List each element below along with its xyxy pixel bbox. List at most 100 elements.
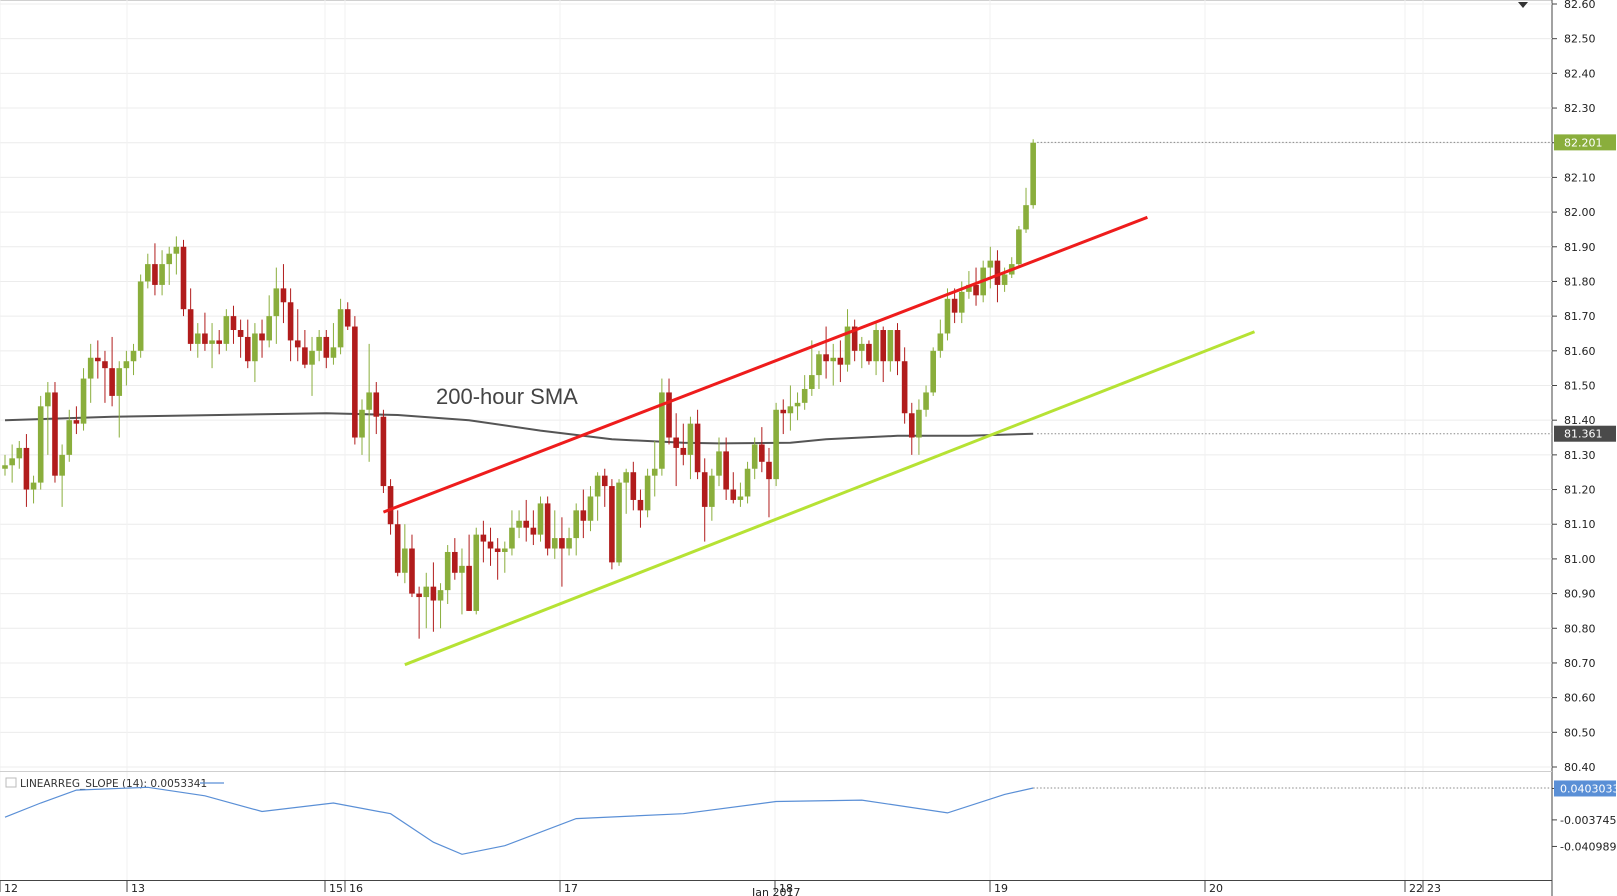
price-tick-label: 82.60 (1564, 0, 1596, 11)
candle-body (894, 330, 901, 362)
candle-body (773, 409, 779, 480)
price-tick-label: 81.80 (1564, 275, 1596, 288)
candle-body (537, 503, 544, 535)
price-tick-label: 81.70 (1564, 310, 1596, 323)
price-tick-label: 81.20 (1564, 484, 1596, 497)
candle-body (930, 350, 936, 393)
candle-body (52, 392, 58, 476)
candle-body (823, 354, 829, 362)
candle-body (587, 496, 594, 521)
candle-body (623, 472, 629, 483)
price-tick-label: 82.50 (1564, 33, 1596, 46)
candle-body (66, 420, 73, 455)
candle-body (380, 416, 387, 487)
candle-body (873, 330, 879, 362)
candle-body (209, 340, 215, 344)
price-tick-label: 81.50 (1564, 380, 1596, 393)
candle-body (801, 388, 808, 403)
candle-body (723, 451, 729, 490)
candle-body (359, 409, 365, 438)
candle-body (966, 284, 972, 292)
candle-body (951, 298, 958, 313)
candle-body (316, 336, 322, 351)
candle-body (473, 534, 480, 611)
candle-body (994, 260, 1001, 285)
sma-200-line (4, 412, 1034, 445)
candle-body (609, 486, 615, 563)
candle-body (544, 503, 551, 549)
time-tick-label: 16 (349, 882, 363, 895)
candle-body (937, 333, 944, 351)
month-label: Jan 2017 (751, 886, 800, 896)
candle-body (901, 361, 908, 414)
candle-body (751, 444, 758, 469)
candle-body (9, 458, 15, 466)
chevron-down-icon[interactable] (1518, 2, 1528, 8)
price-tick-label: 82.30 (1564, 102, 1596, 115)
candle-body (737, 496, 744, 500)
candle-body (744, 468, 751, 497)
candle-body (323, 336, 330, 358)
candle-body (30, 482, 37, 490)
candle-body (387, 486, 394, 525)
candle-body (816, 354, 822, 376)
time-tick-label: 15 (329, 882, 343, 895)
candle-body (252, 333, 258, 362)
candle-body (716, 451, 722, 476)
candle-body (194, 333, 201, 344)
candle-body (202, 333, 208, 344)
candle-body (908, 413, 915, 438)
candle-body (1023, 205, 1029, 230)
candle-body (616, 482, 622, 563)
indicator-label: LINEARREG_SLOPE (14): 0.0053341 (20, 778, 207, 790)
candle-body (944, 298, 951, 334)
candle-body (294, 340, 301, 348)
candle-body (637, 499, 644, 511)
time-tick-label: 12 (4, 882, 18, 895)
price-tick-label: 81.30 (1564, 449, 1596, 462)
candle-body (23, 447, 30, 490)
candle-body (402, 548, 408, 573)
candle-body (430, 586, 437, 601)
candle-body (73, 420, 80, 424)
candle-body (116, 368, 123, 396)
candle-body (480, 534, 487, 542)
candle-body (530, 527, 537, 535)
candle-body (601, 475, 608, 487)
last-price-tag (1554, 134, 1616, 151)
candle-body (644, 475, 651, 511)
candle-body (1030, 142, 1036, 206)
candle-body (859, 343, 865, 351)
candle-body (687, 423, 694, 455)
price-tick-label: 82.00 (1564, 206, 1596, 219)
candle-body (216, 340, 222, 344)
price-tick-label: 81.40 (1564, 414, 1596, 427)
time-tick-label: 20 (1209, 882, 1223, 895)
candle-body (887, 330, 894, 362)
candle-body (366, 392, 372, 410)
candle-body (809, 375, 815, 389)
candle-body (973, 284, 979, 296)
candle-body (266, 316, 272, 341)
candle-body (2, 465, 8, 469)
candle-body (416, 593, 422, 598)
indicator-tick-label: -0.0037459 (1560, 814, 1617, 827)
candle-body (916, 409, 922, 438)
price-tick-label: 80.90 (1564, 588, 1596, 601)
candle-body (137, 281, 144, 351)
candle-body (766, 461, 772, 480)
time-tick-label: 23 (1427, 882, 1441, 895)
candle-body (794, 402, 801, 407)
price-tick-label: 80.40 (1564, 761, 1596, 774)
price-tick-label: 82.10 (1564, 171, 1596, 184)
candle-body (187, 309, 194, 344)
candle-body (566, 538, 572, 549)
indicator-toggle-icon (5, 777, 17, 788)
candle-body (573, 510, 579, 539)
candle-body (837, 357, 844, 365)
candle-body (523, 520, 530, 528)
candle-body (551, 538, 558, 549)
candle-body (673, 437, 679, 448)
candle-body (352, 326, 358, 438)
